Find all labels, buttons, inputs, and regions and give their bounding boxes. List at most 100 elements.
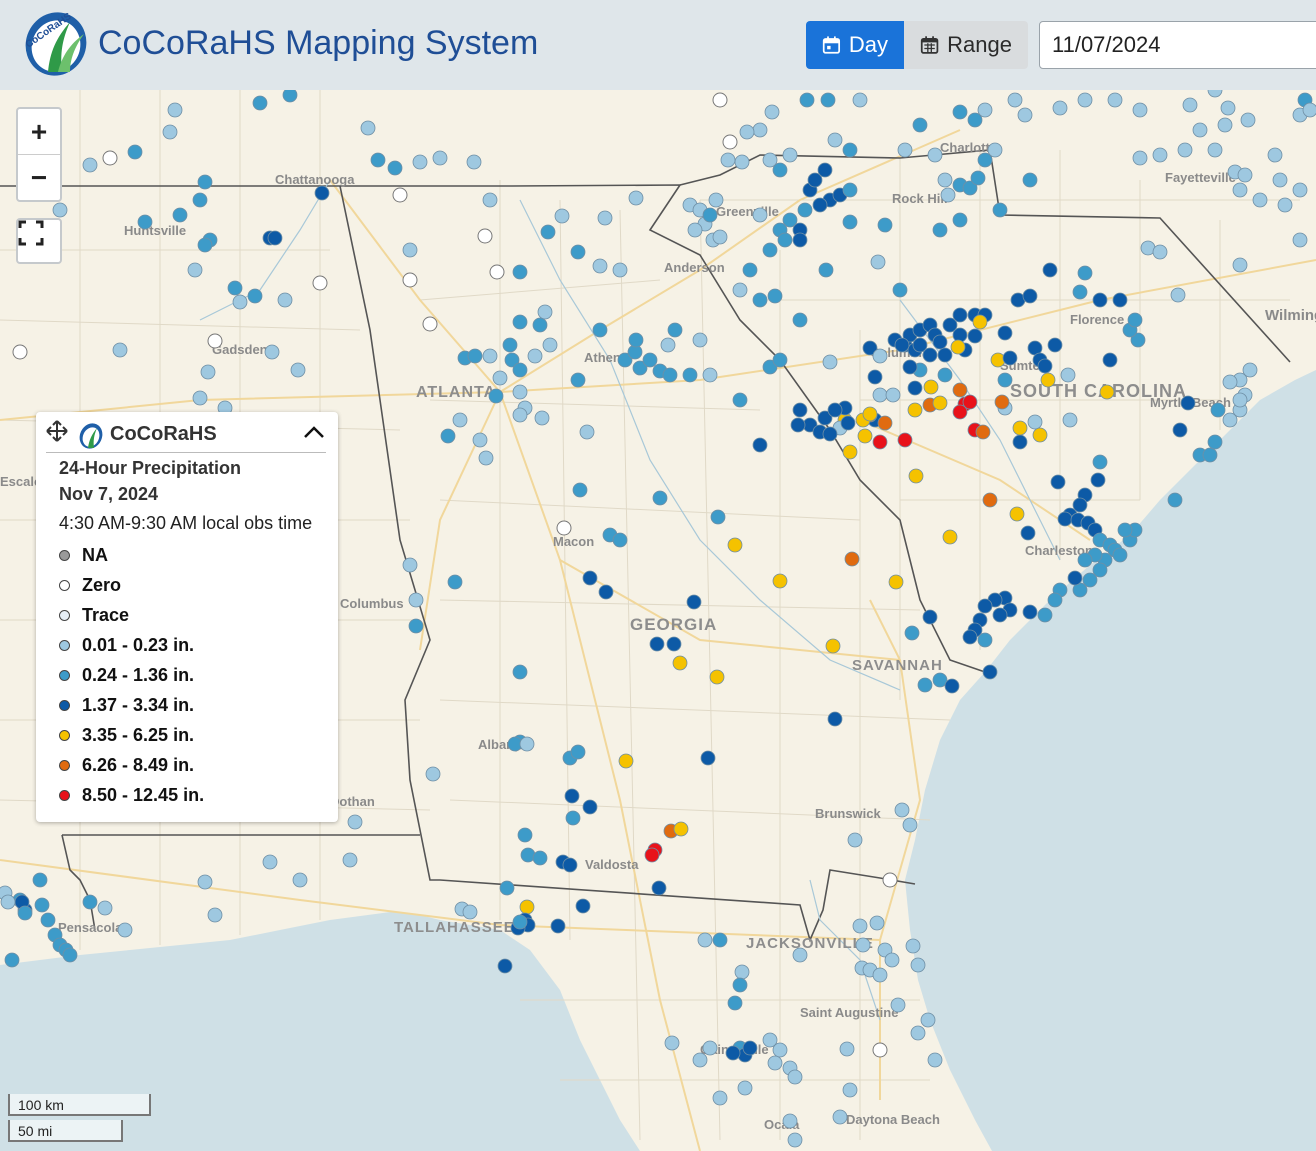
station-marker[interactable] [872,434,888,450]
station-marker[interactable] [910,1025,926,1041]
station-marker[interactable] [734,154,750,170]
station-marker[interactable] [1117,522,1133,538]
collapse-chevron-icon[interactable] [302,422,326,442]
station-marker[interactable] [1252,192,1268,208]
station-marker[interactable] [920,1012,936,1028]
station-marker[interactable] [840,415,856,431]
station-marker[interactable] [651,880,667,896]
station-marker[interactable] [664,1035,680,1051]
station-marker[interactable] [197,174,213,190]
station-marker[interactable] [932,222,948,238]
station-marker[interactable] [1292,182,1308,198]
station-marker[interactable] [447,574,463,590]
station-marker[interactable] [102,150,118,166]
station-marker[interactable] [1090,472,1106,488]
station-marker[interactable] [172,207,188,223]
station-marker[interactable] [1182,97,1198,113]
station-marker[interactable] [842,182,858,198]
station-marker[interactable] [247,288,263,304]
station-marker[interactable] [512,384,528,400]
station-marker[interactable] [402,557,418,573]
station-marker[interactable] [932,334,948,350]
station-marker[interactable] [1072,284,1088,300]
station-marker[interactable] [927,147,943,163]
station-marker[interactable] [292,872,308,888]
station-marker[interactable] [1047,592,1063,608]
station-marker[interactable] [734,964,750,980]
station-marker[interactable] [232,294,248,310]
station-marker[interactable] [402,272,418,288]
station-marker[interactable] [612,532,628,548]
station-marker[interactable] [227,280,243,296]
station-marker[interactable] [1060,367,1076,383]
station-marker[interactable] [940,187,956,203]
station-marker[interactable] [799,92,815,108]
station-marker[interactable] [818,262,834,278]
station-marker[interactable] [162,124,178,140]
station-marker[interactable] [812,197,828,213]
station-marker[interactable] [497,958,513,974]
station-marker[interactable] [408,618,424,634]
station-marker[interactable] [710,509,726,525]
station-marker[interactable] [827,402,843,418]
station-marker[interactable] [1077,552,1093,568]
station-marker[interactable] [752,437,768,453]
station-marker[interactable] [628,332,644,348]
station-marker[interactable] [17,905,33,921]
station-marker[interactable] [597,210,613,226]
station-marker[interactable] [727,995,743,1011]
station-marker[interactable] [167,102,183,118]
station-marker[interactable] [869,915,885,931]
station-marker[interactable] [517,827,533,843]
station-marker[interactable] [872,1042,888,1058]
station-marker[interactable] [1267,147,1283,163]
station-marker[interactable] [112,342,128,358]
station-marker[interactable] [34,897,50,913]
station-marker[interactable] [1112,547,1128,563]
station-marker[interactable] [534,410,550,426]
station-marker[interactable] [565,810,581,826]
station-marker[interactable] [1170,287,1186,303]
station-marker[interactable] [782,1113,798,1129]
station-marker[interactable] [252,95,268,111]
station-marker[interactable] [727,537,743,553]
precipitation-map[interactable]: Chattanooga Huntsville Gadsden Athens Anders… [0,90,1316,1151]
station-marker[interactable] [4,952,20,968]
station-marker[interactable] [537,304,553,320]
station-marker[interactable] [752,292,768,308]
station-marker[interactable] [732,977,748,993]
station-marker[interactable] [1132,150,1148,166]
station-marker[interactable] [997,325,1013,341]
station-marker[interactable] [592,322,608,338]
station-marker[interactable] [527,348,543,364]
station-marker[interactable] [894,337,910,353]
station-marker[interactable] [720,152,736,168]
station-marker[interactable] [312,275,328,291]
station-marker[interactable] [504,352,520,368]
station-marker[interactable] [1232,392,1248,408]
range-button[interactable]: Range [904,21,1028,69]
station-marker[interactable] [807,172,823,188]
station-marker[interactable] [617,352,633,368]
station-marker[interactable] [822,354,838,370]
station-marker[interactable] [1272,172,1288,188]
station-marker[interactable] [1152,244,1168,260]
station-marker[interactable] [1092,292,1108,308]
station-marker[interactable] [290,362,306,378]
station-marker[interactable] [370,152,386,168]
station-marker[interactable] [1057,511,1073,527]
station-marker[interactable] [712,229,728,245]
station-marker[interactable] [628,190,644,206]
station-marker[interactable] [922,347,938,363]
station-marker[interactable] [582,570,598,586]
station-marker[interactable] [870,254,886,270]
station-marker[interactable] [867,369,883,385]
zoom-out-button[interactable]: − [30,161,48,193]
station-marker[interactable] [519,899,535,915]
station-marker[interactable] [942,529,958,545]
station-marker[interactable] [997,372,1013,388]
station-marker[interactable] [797,202,813,218]
station-marker[interactable] [532,850,548,866]
station-marker[interactable] [282,90,298,103]
station-marker[interactable] [62,947,78,963]
